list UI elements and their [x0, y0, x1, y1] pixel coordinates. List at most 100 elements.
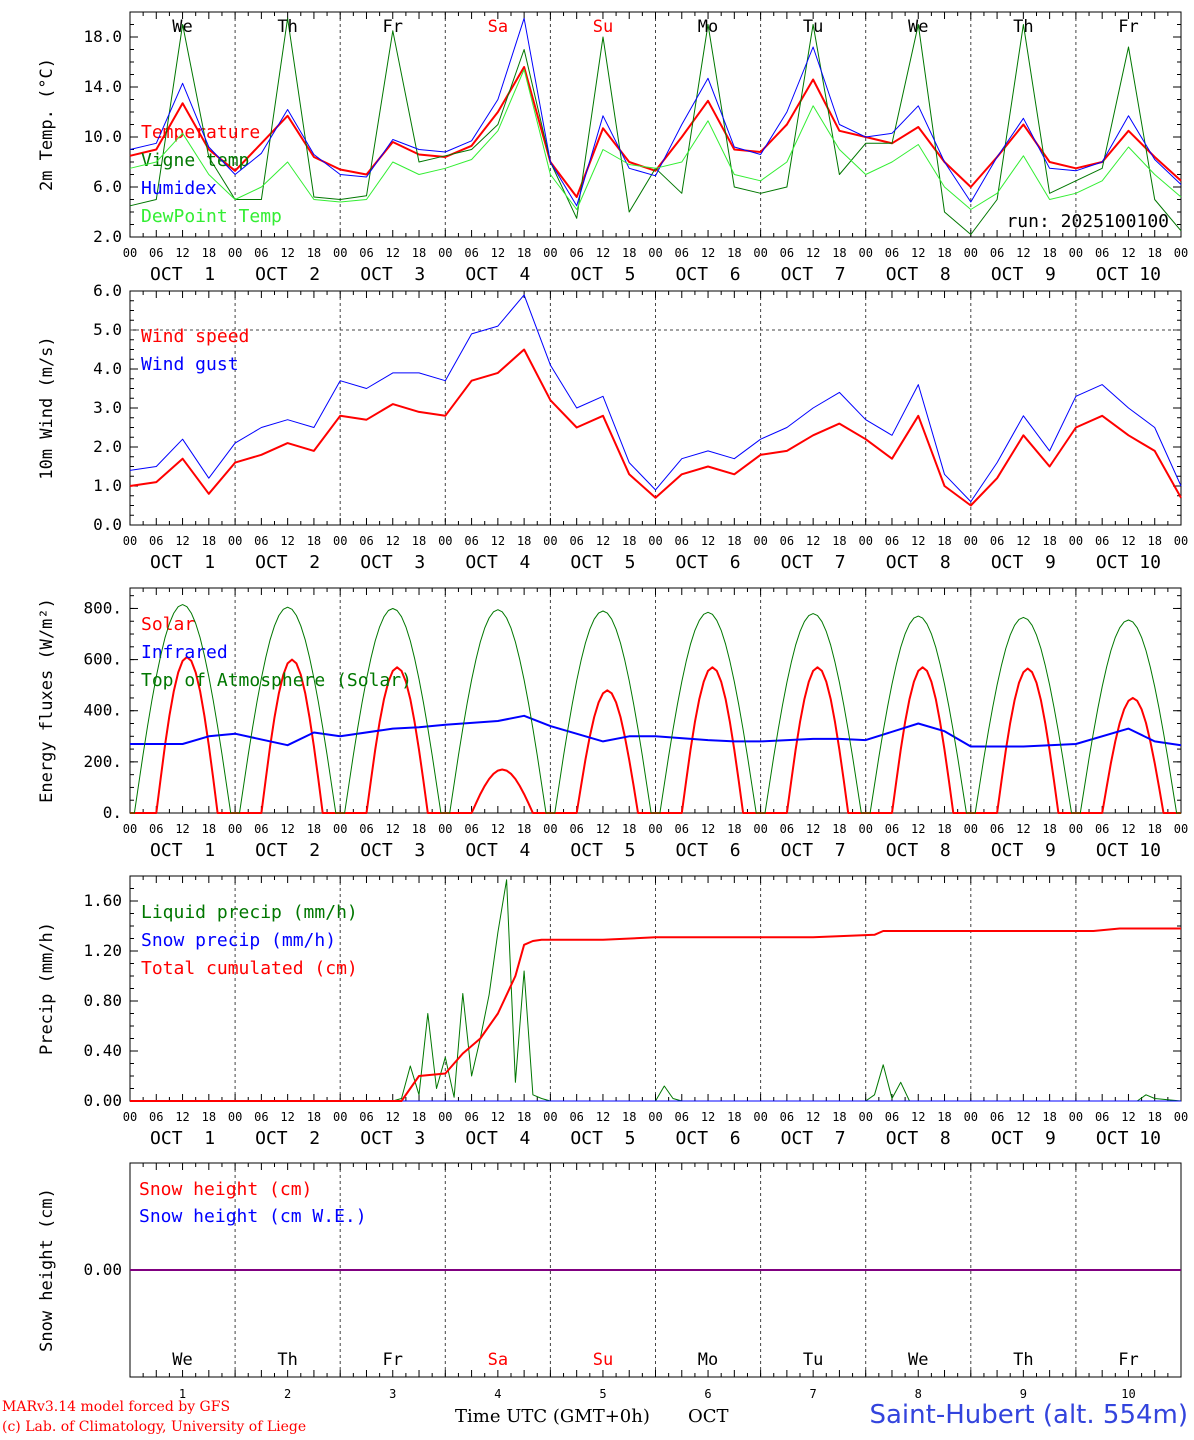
- hour-tick-label: 12: [1016, 822, 1030, 836]
- day-number-label: 8: [915, 1387, 922, 1401]
- hour-tick-label: 06: [569, 246, 583, 260]
- hour-tick-label: 06: [885, 1110, 899, 1124]
- y-tick-label: 5.0: [93, 320, 122, 339]
- hour-tick-label: 12: [386, 1110, 400, 1124]
- hour-tick-label: 12: [1121, 822, 1135, 836]
- date-label: OCT 9: [991, 840, 1056, 861]
- day-number-label: 9: [1020, 1387, 1027, 1401]
- date-label: OCT 1: [150, 552, 215, 573]
- hour-tick-label: 12: [911, 822, 925, 836]
- weekday-label: Fr: [1118, 17, 1138, 37]
- day-number-label: 1: [179, 1387, 186, 1401]
- hour-tick-label: 18: [202, 534, 216, 548]
- hour-tick-label: 18: [517, 1110, 531, 1124]
- hour-tick-label: 06: [359, 246, 373, 260]
- y-tick-label: 0.: [103, 803, 122, 822]
- hour-tick-label: 18: [622, 246, 636, 260]
- hour-tick-label: 18: [307, 534, 321, 548]
- hour-tick-label: 06: [359, 1110, 373, 1124]
- hour-tick-label: 18: [937, 246, 951, 260]
- legend-precip-2: Total cumulated (cm): [141, 958, 358, 979]
- hour-tick-label: 18: [832, 822, 846, 836]
- y-tick-label: 14.0: [83, 77, 122, 96]
- hour-tick-label: 12: [491, 1110, 505, 1124]
- hour-tick-label: 12: [175, 1110, 189, 1124]
- date-label: OCT 4: [465, 1128, 530, 1149]
- y-tick-label: 0.40: [83, 1041, 122, 1060]
- hour-tick-label: 12: [701, 246, 715, 260]
- hour-tick-label: 00: [228, 534, 242, 548]
- hour-tick-label: 18: [937, 822, 951, 836]
- y-tick-label: 1.20: [83, 941, 122, 960]
- hour-tick-label: 12: [911, 246, 925, 260]
- hour-tick-label: 18: [307, 246, 321, 260]
- y-tick-label: 1.0: [93, 476, 122, 495]
- hour-tick-label: 12: [806, 1110, 820, 1124]
- hour-tick-label: 06: [569, 1110, 583, 1124]
- hour-tick-label: 06: [780, 1110, 794, 1124]
- date-label: OCT 7: [781, 552, 846, 573]
- hour-tick-label: 00: [228, 1110, 242, 1124]
- hour-tick-label: 00: [1069, 822, 1083, 836]
- hour-tick-label: 12: [386, 246, 400, 260]
- hour-tick-label: 18: [832, 1110, 846, 1124]
- hour-tick-label: 06: [675, 822, 689, 836]
- hour-tick-label: 18: [202, 1110, 216, 1124]
- hour-tick-label: 06: [675, 246, 689, 260]
- hour-tick-label: 00: [438, 246, 452, 260]
- hour-tick-label: 12: [280, 246, 294, 260]
- day-number-label: 2: [284, 1387, 291, 1401]
- hour-tick-label: 18: [1042, 822, 1056, 836]
- hour-tick-label: 12: [1121, 534, 1135, 548]
- y-tick-label: 6.0: [93, 177, 122, 196]
- hour-tick-label: 12: [175, 246, 189, 260]
- hour-tick-label: 18: [517, 246, 531, 260]
- hour-tick-label: 00: [333, 1110, 347, 1124]
- y-tick-label: 800.: [83, 598, 122, 617]
- hour-tick-label: 12: [806, 534, 820, 548]
- date-label: OCT 8: [886, 840, 951, 861]
- hour-tick-label: 12: [491, 822, 505, 836]
- date-label: OCT 6: [676, 840, 741, 861]
- hour-tick-label: 12: [911, 1110, 925, 1124]
- weekday-label: We: [172, 1350, 192, 1370]
- hour-tick-label: 06: [254, 246, 268, 260]
- day-number-label: 5: [599, 1387, 606, 1401]
- legend-snow-0: Snow height (cm): [139, 1179, 312, 1200]
- date-label: OCT 2: [255, 1128, 320, 1149]
- hour-tick-label: 00: [1069, 246, 1083, 260]
- hour-tick-label: 18: [727, 246, 741, 260]
- hour-tick-label: 00: [1174, 822, 1188, 836]
- hour-tick-label: 00: [123, 822, 137, 836]
- date-label: OCT 10: [1096, 264, 1161, 285]
- hour-tick-label: 12: [596, 1110, 610, 1124]
- hour-tick-label: 12: [386, 822, 400, 836]
- hour-tick-label: 00: [753, 534, 767, 548]
- series-line-temp-0: [129, 66, 1182, 198]
- legend-energy-1: Infrared: [141, 642, 228, 663]
- hour-tick-label: 12: [596, 822, 610, 836]
- date-label: OCT 3: [360, 264, 425, 285]
- hour-tick-label: 00: [333, 534, 347, 548]
- date-label: OCT 9: [991, 552, 1056, 573]
- hour-tick-label: 18: [307, 822, 321, 836]
- day-number-label: 3: [389, 1387, 396, 1401]
- hour-tick-label: 12: [701, 534, 715, 548]
- hour-tick-label: 12: [806, 246, 820, 260]
- hour-tick-label: 00: [858, 1110, 872, 1124]
- day-number-label: 6: [704, 1387, 711, 1401]
- legend-snow-1: Snow height (cm W.E.): [139, 1206, 367, 1227]
- date-label: OCT 6: [676, 264, 741, 285]
- hour-tick-label: 18: [517, 534, 531, 548]
- date-label: OCT 2: [255, 264, 320, 285]
- hour-tick-label: 00: [648, 246, 662, 260]
- hour-tick-label: 06: [149, 246, 163, 260]
- hour-tick-label: 18: [1042, 1110, 1056, 1124]
- day-number-label: 10: [1121, 1387, 1135, 1401]
- hour-tick-label: 12: [280, 1110, 294, 1124]
- hour-tick-label: 06: [780, 822, 794, 836]
- hour-tick-label: 12: [1121, 1110, 1135, 1124]
- date-label: OCT 8: [886, 264, 951, 285]
- y-tick-label: 0.80: [83, 991, 122, 1010]
- hour-tick-label: 00: [1174, 1110, 1188, 1124]
